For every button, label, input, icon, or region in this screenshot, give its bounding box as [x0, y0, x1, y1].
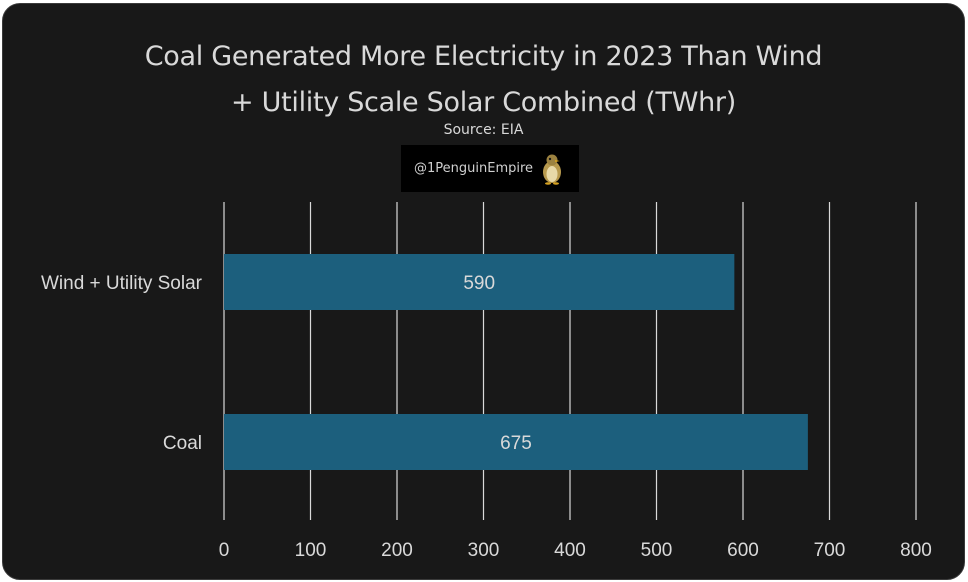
x-tick-label: 600 — [727, 540, 759, 561]
penguin-icon — [543, 154, 562, 185]
x-tick-label: 0 — [219, 540, 230, 561]
chart-subtitle: Source: EIA — [443, 122, 524, 138]
category-label: Wind + Utility Solar — [41, 273, 203, 294]
bar-data-label: 590 — [463, 273, 495, 294]
x-tick-label: 100 — [295, 540, 327, 561]
x-tick-label: 400 — [554, 540, 586, 561]
category-label: Coal — [163, 433, 202, 454]
bar — [224, 414, 808, 470]
watermark-text: @1PenguinEmpire — [414, 161, 534, 176]
x-tick-label: 300 — [468, 540, 500, 561]
gridlines — [223, 202, 917, 520]
category-labels: Wind + Utility Solar Coal — [41, 273, 203, 454]
x-tick-label: 200 — [381, 540, 413, 561]
x-axis-tick-labels: 0 100 200 300 400 500 600 700 800 — [219, 540, 932, 561]
watermark-badge: @1PenguinEmpire — [401, 145, 579, 192]
chart-card: Coal Generated More Electricity in 2023 … — [2, 3, 965, 580]
bar-data-label: 675 — [500, 433, 532, 454]
x-tick-label: 700 — [814, 540, 846, 561]
bar-chart: 590 675 Wind + Utility Solar Coal 0 100 200 3… — [41, 202, 932, 561]
chart-title: Coal Generated More Electricity in 2023 … — [3, 34, 964, 126]
x-tick-label: 800 — [900, 540, 932, 561]
bar — [224, 254, 735, 310]
chart-title-line-2: + Utility Scale Solar Combined (TWhr) — [231, 87, 736, 118]
bars: 590 675 — [224, 254, 808, 470]
chart-title-line-1: Coal Generated More Electricity in 2023 … — [144, 41, 823, 72]
x-tick-label: 500 — [641, 540, 673, 561]
